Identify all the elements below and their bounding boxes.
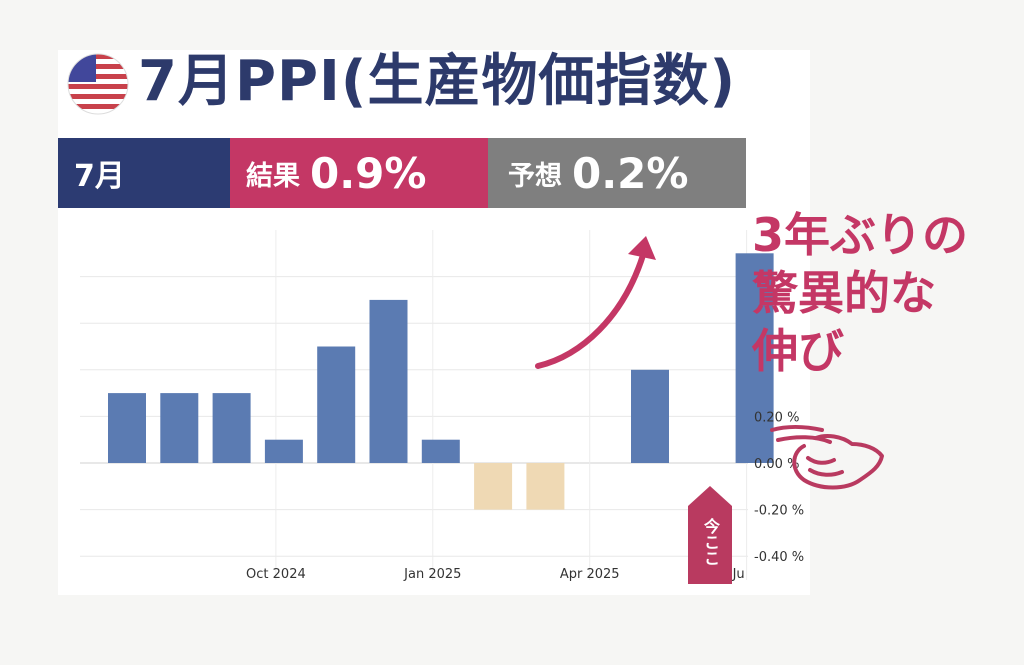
now-tag-label: 今ここ — [701, 518, 720, 566]
y-axis-ticks: -0.40 % -0.20 % 0.00 % 0.20 % — [754, 410, 804, 565]
forecast-value: 0.2% — [572, 148, 689, 198]
chart-bars — [108, 253, 774, 510]
x-tick-label: Jan 2025 — [403, 567, 461, 582]
result-banner: 結果 0.9% — [230, 138, 488, 208]
bar-2024-09 — [212, 393, 251, 463]
bar-2025-05 — [631, 369, 669, 463]
x-tick-label: Oct 2024 — [246, 567, 306, 582]
annotation-text: 3年ぶりの 驚異的な 伸び — [752, 206, 968, 380]
annotation-line-2: 驚異的な — [752, 266, 936, 320]
annotation-line-3: 伸び — [752, 324, 844, 378]
bar-2025-03 — [526, 463, 565, 510]
pointing-hand-icon — [770, 425, 884, 490]
result-value: 0.9% — [310, 148, 427, 198]
now-tag-shape — [688, 486, 732, 584]
bar-2024-11 — [317, 346, 356, 463]
month-banner: 7月 — [58, 138, 230, 208]
y-tick-label: -0.40 % — [754, 550, 804, 565]
page-title: 7月PPI(生産物価指数) — [138, 49, 737, 114]
x-axis-ticks: Oct 2024 Jan 2025 Apr 2025 Ju — [246, 567, 745, 582]
bar-2024-08 — [160, 393, 199, 463]
arrow-head — [628, 236, 656, 260]
us-flag-icon — [67, 53, 129, 115]
bar-2024-12 — [369, 299, 408, 463]
bar-2024-07 — [108, 393, 146, 463]
forecast-banner: 予想 0.2% — [488, 138, 746, 208]
annotation-line-1: 3年ぶりの — [752, 208, 969, 262]
month-label: 7月 — [74, 159, 125, 194]
bar-2024-10 — [264, 439, 303, 463]
forecast-label: 予想 — [508, 160, 562, 192]
bar-2025-01 — [421, 439, 460, 463]
result-label: 結果 — [246, 160, 300, 192]
bar-2025-02 — [474, 463, 513, 510]
bar-2025-07 — [735, 253, 774, 463]
y-tick-label: 0.00 % — [754, 457, 799, 472]
x-tick-label: Apr 2025 — [560, 567, 620, 582]
y-tick-label: -0.20 % — [754, 504, 804, 519]
curved-arrow-icon — [535, 249, 647, 369]
y-tick-label: 0.20 % — [754, 410, 799, 425]
x-tick-label: Ju — [732, 567, 745, 582]
